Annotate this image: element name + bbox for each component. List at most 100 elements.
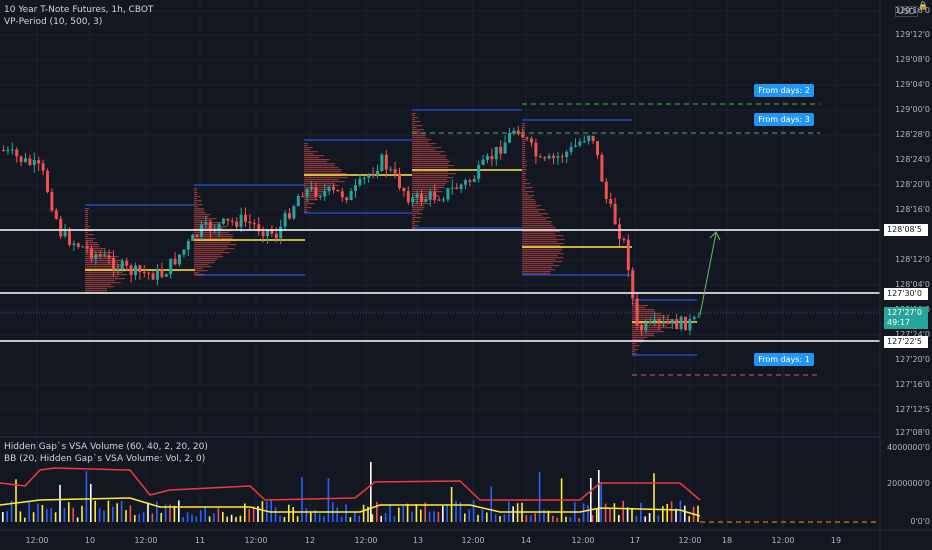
candle-body	[455, 187, 459, 189]
profile-bar	[412, 185, 445, 187]
candle-body	[314, 187, 318, 198]
volume-bar	[648, 513, 651, 522]
volume-bar	[635, 515, 638, 522]
candle-body	[670, 319, 674, 324]
candle-body	[450, 187, 454, 189]
profile-bar	[632, 309, 655, 311]
candle-body	[279, 226, 283, 239]
profile-bar	[522, 153, 525, 155]
price-label: 128'12'0	[895, 255, 930, 264]
profile-bar	[412, 157, 446, 159]
currency-badge[interactable]: USD	[894, 6, 918, 17]
profile-bar	[304, 177, 348, 179]
profile-bar	[632, 305, 649, 307]
profile-bar	[412, 139, 432, 141]
volume-bar	[129, 505, 132, 522]
volume-bar	[310, 511, 312, 522]
profile-bar	[522, 239, 565, 241]
candle-body	[679, 316, 683, 330]
profile-bar	[522, 219, 547, 221]
callout-from-days-2[interactable]: From days: 2	[754, 84, 814, 97]
candle-body	[411, 197, 415, 203]
profile-bar	[412, 117, 419, 119]
time-label: 10	[84, 536, 96, 545]
profile-bar	[194, 212, 206, 214]
candle-body	[15, 149, 19, 157]
volume-bar	[54, 512, 57, 522]
profile-bar	[85, 242, 98, 244]
volume-bar	[200, 510, 202, 522]
indicator-legend[interactable]: VP-Period (10, 500, 3)	[4, 17, 103, 27]
profile-bar	[522, 201, 537, 203]
candle-body	[604, 181, 608, 200]
price-label: 128'28'0	[895, 130, 930, 139]
callout-from-days-3[interactable]: From days: 3	[754, 113, 814, 126]
grid-lines	[0, 0, 880, 530]
time-label: 12	[304, 536, 316, 545]
profile-bar	[412, 127, 417, 129]
price-label: 128'24'0	[895, 155, 930, 164]
volume-bar	[688, 516, 690, 522]
candle-body	[653, 319, 657, 322]
time-label: 11	[194, 536, 206, 545]
price-label: 127'08'0	[895, 428, 930, 437]
candlesticks	[2, 125, 701, 336]
profile-bar	[522, 255, 558, 257]
profile-bar	[412, 141, 429, 143]
profile-bar	[85, 264, 125, 266]
candle-body	[19, 156, 23, 163]
profile-bar	[412, 225, 418, 227]
volume-bar	[512, 506, 514, 522]
profile-bar	[632, 337, 648, 339]
profile-bar	[522, 241, 558, 243]
volume-bar	[248, 508, 250, 522]
profile-bar	[412, 205, 425, 207]
volume-bar	[107, 500, 110, 522]
candle-body	[226, 218, 230, 221]
projection-arrow[interactable]	[699, 232, 717, 316]
symbol-legend[interactable]: 10 Year T-Note Futures, 1h, CBOT	[4, 5, 154, 15]
volume-bar	[442, 505, 444, 522]
bb-legend[interactable]: BB (20, Hidden Gap`s VSA Volume: Vol, 2,…	[4, 454, 206, 464]
price-label: 127'12'5	[895, 405, 930, 414]
profile-bar	[194, 256, 224, 258]
profile-bar	[304, 201, 309, 203]
volume-bar	[274, 507, 277, 522]
candle-body	[261, 231, 265, 237]
volume-axis-label: 2000000'0	[887, 479, 930, 488]
candle-body	[252, 223, 256, 225]
volume-bar	[208, 516, 211, 522]
volume-bar	[547, 510, 550, 522]
candle-body	[310, 187, 313, 190]
candle-body	[688, 319, 692, 331]
profile-bar	[412, 121, 421, 123]
candle-body	[622, 239, 626, 241]
volume-legend[interactable]: Hidden Gap`s VSA Volume (60, 40, 2, 20, …	[4, 442, 208, 452]
profile-bar	[85, 214, 88, 216]
profile-bar	[412, 209, 424, 211]
profile-bar	[85, 236, 89, 238]
candle-body	[239, 214, 243, 227]
profile-bar	[412, 167, 449, 169]
volume-bar	[534, 513, 536, 522]
profile-bar	[412, 201, 427, 203]
price-label: 128'16'0	[895, 205, 930, 214]
profile-bar	[522, 203, 536, 205]
price-label: 129'08'0	[895, 55, 930, 64]
volume-bar	[327, 478, 330, 522]
callout-from-days-1[interactable]: From days: 1	[754, 353, 814, 366]
profile-bar	[85, 276, 120, 278]
candle-body	[288, 213, 291, 219]
lock-icon[interactable]: 🔒	[918, 1, 928, 10]
volume-bar	[591, 515, 594, 522]
profile-bar	[412, 123, 415, 125]
profile-bar	[632, 333, 655, 335]
volume-bar	[186, 512, 189, 522]
candle-body	[147, 272, 151, 274]
profile-bar	[412, 161, 451, 163]
volume-bar	[631, 508, 633, 522]
candle-body	[516, 130, 520, 135]
profile-bar	[85, 278, 126, 280]
candle-body	[90, 248, 93, 259]
